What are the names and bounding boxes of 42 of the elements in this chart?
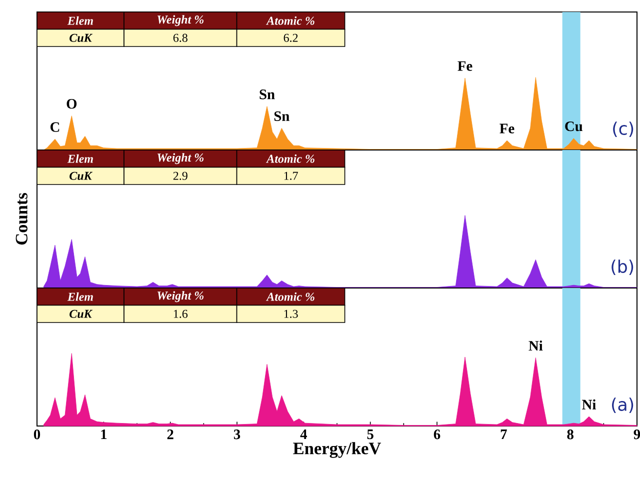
x-tick-label: 1 — [101, 430, 107, 440]
annotation: (c) — [613, 122, 634, 137]
text: 2.9 — [173, 172, 188, 180]
text: 6.8 — [173, 34, 188, 42]
text: CuK — [70, 310, 93, 318]
annotation: (a) — [612, 398, 634, 413]
annotation: O — [66, 98, 77, 109]
x-tick-label: 8 — [567, 430, 574, 440]
x-tick-label: 2 — [167, 430, 174, 440]
annotation: Ni — [528, 340, 543, 351]
text: Weight % — [158, 291, 204, 302]
x-tick-label: 7 — [500, 430, 507, 439]
text: Elem — [67, 16, 93, 25]
annotation: Ni — [582, 399, 596, 410]
text: Weight % — [158, 15, 204, 26]
text: 6.2 — [284, 34, 298, 42]
annotation: C — [50, 122, 60, 132]
x-tick-label: 3 — [234, 430, 240, 440]
text: 1.6 — [174, 310, 188, 318]
annotation: Fe — [500, 124, 514, 134]
text: Atomic % — [266, 154, 314, 163]
text: CuK — [70, 34, 93, 42]
annotation: Sn — [274, 111, 290, 122]
annotation: Sn — [260, 90, 275, 100]
x-tick-label: 9 — [634, 430, 640, 440]
text: Weight % — [158, 153, 204, 164]
x-axis-title: Energy/keV — [293, 442, 381, 458]
annotation: (b) — [612, 260, 634, 275]
text: Atomic % — [266, 292, 314, 301]
annotation: Cu — [565, 121, 582, 132]
text: Atomic % — [266, 16, 314, 25]
x-tick-label: 4 — [300, 430, 307, 440]
y-axis-title: Counts — [16, 193, 28, 245]
x-tick-label: 0 — [34, 430, 40, 440]
text: Elem — [67, 154, 93, 163]
x-tick-label: 5 — [367, 430, 374, 440]
text: Elem — [67, 292, 93, 301]
text: CuK — [70, 172, 93, 180]
text: 1.3 — [284, 310, 298, 318]
annotation: Fe — [458, 61, 472, 71]
text: 1.7 — [284, 172, 298, 180]
x-tick-label: 6 — [434, 430, 440, 440]
